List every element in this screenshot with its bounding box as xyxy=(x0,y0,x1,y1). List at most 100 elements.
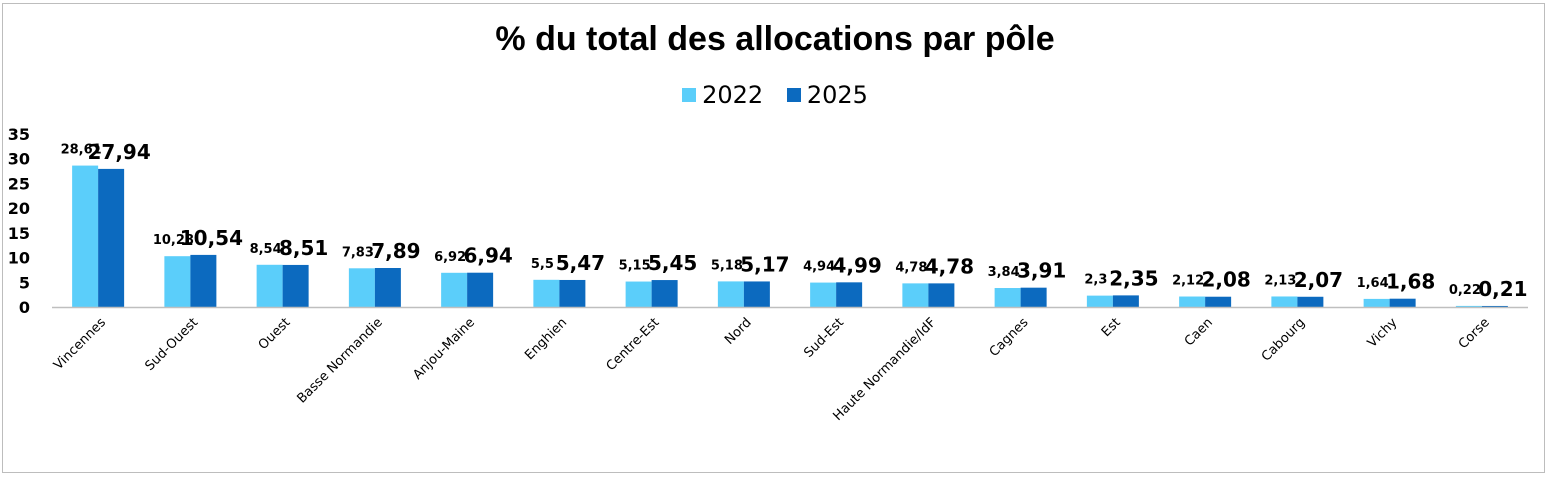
bar-2025 xyxy=(1297,296,1324,307)
bars xyxy=(72,165,1508,307)
data-label-2025: 6,94 xyxy=(463,244,512,268)
y-axis: 0 5 10 15 20 25 30 35 xyxy=(8,125,30,317)
bar-2025 xyxy=(1481,305,1508,307)
data-label-2022: 2,12 xyxy=(1172,274,1204,289)
data-label-2022: 3,84 xyxy=(988,265,1020,280)
data-label-2025: 5,45 xyxy=(648,251,697,275)
data-label-2022: 4,94 xyxy=(803,260,835,275)
bar-2025 xyxy=(743,281,770,307)
data-label-2022: 10,28 xyxy=(153,233,194,248)
data-label-2022: 7,83 xyxy=(342,245,374,260)
x-tick-label: Cabourg xyxy=(1259,315,1308,364)
legend-item-2025: 2025 xyxy=(786,81,868,109)
data-label-2025: 5,47 xyxy=(556,251,605,275)
data-label-2025: 4,78 xyxy=(925,254,974,278)
legend: 2022 2025 xyxy=(0,80,1550,109)
bar-2025 xyxy=(928,283,955,307)
bar-2022 xyxy=(1271,296,1298,307)
bar-2025 xyxy=(836,282,863,307)
legend-label-2025: 2025 xyxy=(806,81,868,109)
x-axis: Vincennes Sud-Ouest Ouest Basse Normandie An… xyxy=(51,306,1528,424)
chart-title: % du total des allocations par pôle xyxy=(495,20,1055,58)
y-tick-label: 0 xyxy=(19,298,30,317)
data-label-2025: 8,51 xyxy=(279,236,328,260)
data-label-2025: 27,94 xyxy=(87,140,150,164)
bar-2025 xyxy=(651,280,678,307)
x-tick-label: Ouest xyxy=(256,315,294,353)
bar-2022 xyxy=(256,264,283,307)
data-label-2022: 2,3 xyxy=(1084,273,1107,288)
legend-swatch-2022 xyxy=(682,88,697,102)
x-tick-label: Sud-Est xyxy=(801,315,847,361)
bar-2025 xyxy=(1020,287,1047,307)
bar-2022 xyxy=(1363,298,1390,307)
x-tick-label: Est xyxy=(1099,315,1124,340)
bar-2022 xyxy=(533,279,560,307)
data-label-2022: 5,15 xyxy=(619,259,651,274)
data-label-2022: 8,54 xyxy=(250,242,282,257)
bar-2022 xyxy=(994,288,1021,307)
y-tick-label: 5 xyxy=(19,273,30,292)
data-label-2022: 2,13 xyxy=(1264,273,1296,288)
bar-2022 xyxy=(1086,295,1113,307)
data-label-2022: 4,78 xyxy=(895,260,927,275)
x-tick-label: Caen xyxy=(1182,315,1216,349)
data-label-2025: 7,89 xyxy=(371,239,420,263)
x-tick-label: Anjou-Maine xyxy=(410,315,478,383)
x-tick-label: Centre-Est xyxy=(604,315,663,374)
bar-2025 xyxy=(1112,295,1139,307)
y-tick-label: 25 xyxy=(8,174,30,193)
x-tick-label: Vichy xyxy=(1365,315,1401,351)
bar-2022 xyxy=(717,281,744,307)
y-tick-label: 15 xyxy=(8,224,30,243)
bar-2022 xyxy=(164,256,191,307)
bar-2022 xyxy=(441,272,468,307)
x-tick-label: Cagnes xyxy=(987,315,1032,360)
x-tick-label: Haute Normandie/IdF xyxy=(831,315,940,424)
bar-2022 xyxy=(902,283,929,307)
y-tick-label: 10 xyxy=(8,249,30,268)
y-tick-label: 30 xyxy=(8,150,30,169)
data-label-2022: 1,64 xyxy=(1357,276,1389,291)
x-tick-label: Enghien xyxy=(522,315,570,363)
bar-2025 xyxy=(98,168,125,307)
bar-2025 xyxy=(190,254,217,307)
chart-frame xyxy=(2,3,1545,473)
x-tick-label: Nord xyxy=(722,315,755,348)
bar-2022 xyxy=(72,165,99,307)
bar-2025 xyxy=(1205,296,1232,307)
bar-2025 xyxy=(282,264,309,307)
legend-label-2022: 2022 xyxy=(702,81,764,109)
data-label-2025: 5,17 xyxy=(740,252,789,276)
y-tick-label: 20 xyxy=(8,199,30,218)
bar-2022 xyxy=(1179,296,1206,307)
legend-swatch-2025 xyxy=(786,88,801,102)
bar-2022 xyxy=(810,282,837,307)
bar-2025 xyxy=(374,268,401,307)
data-label-2022: 0,22 xyxy=(1449,283,1481,298)
x-tick-label: Corse xyxy=(1456,315,1493,352)
data-label-2025: 0,21 xyxy=(1478,277,1527,301)
x-tick-label: Basse Normandie xyxy=(294,315,385,406)
data-label-2025: 3,91 xyxy=(1017,259,1066,283)
data-label-2025: 2,08 xyxy=(1201,268,1250,292)
data-label-2025: 2,07 xyxy=(1294,268,1343,292)
data-label-2022: 5,5 xyxy=(531,257,554,272)
data-label-2025: 2,35 xyxy=(1109,266,1158,290)
data-label-2025: 10,54 xyxy=(180,226,243,250)
data-label-2025: 1,68 xyxy=(1386,270,1435,294)
x-tick-label: Sud-Ouest xyxy=(142,315,201,374)
bar-2025 xyxy=(467,272,494,307)
legend-item-2022: 2022 xyxy=(682,81,763,109)
bar-2022 xyxy=(625,281,652,307)
data-label-2022: 28,61 xyxy=(61,143,102,158)
bar-2025 xyxy=(559,279,586,307)
bar-2022 xyxy=(1455,305,1482,307)
data-label-2022: 6,92 xyxy=(434,250,466,265)
bar-2025 xyxy=(1389,298,1416,307)
y-tick-label: 35 xyxy=(8,125,30,144)
data-label-2025: 4,99 xyxy=(832,253,881,277)
bar-2022 xyxy=(348,268,375,307)
